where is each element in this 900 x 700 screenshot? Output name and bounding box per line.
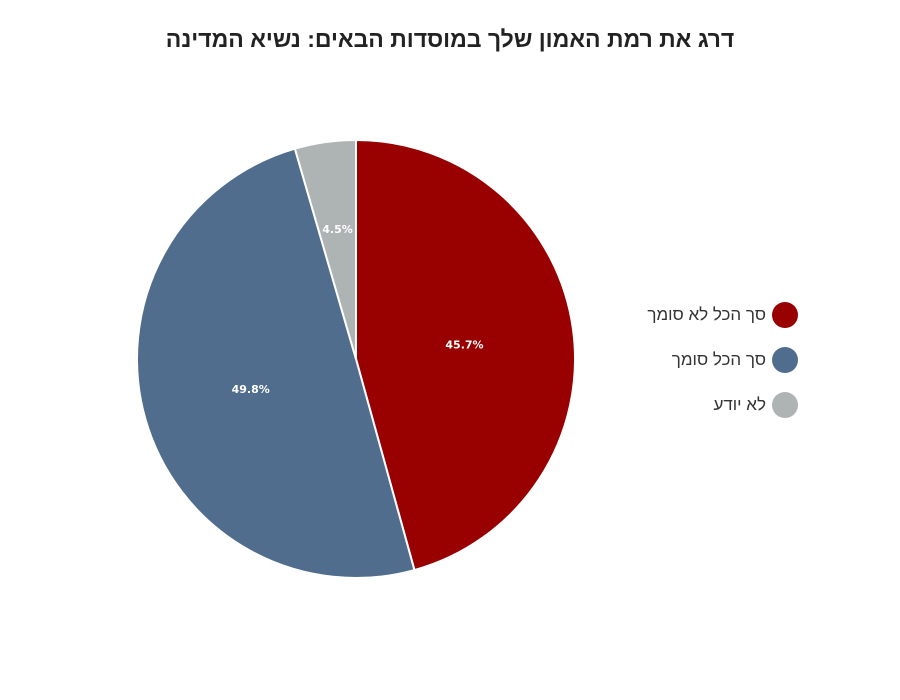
pie-slice-dont-know[interactable] xyxy=(293,139,357,360)
legend-label-dont-know: לא יודע xyxy=(713,395,766,414)
pie-slice-not-trust[interactable] xyxy=(355,139,577,572)
slice-value-label-trust: 49.8% xyxy=(232,383,270,396)
pie-slice-trust[interactable] xyxy=(135,147,416,579)
legend-label-trust: סך הכל סומך xyxy=(671,350,766,369)
slice-value-label-dont-know: 4.5% xyxy=(322,223,353,236)
legend-swatch-not-trust xyxy=(772,302,798,328)
legend-swatch-dont-know xyxy=(772,392,798,418)
legend: סך הכל לא סומך סך הכל סומך לא יודע xyxy=(647,300,798,435)
legend-label-not-trust: סך הכל לא סומך xyxy=(647,305,766,324)
chart-title: דרג את רמת האמון שלך במוסדות הבאים: נשיא… xyxy=(165,26,735,52)
legend-item-trust[interactable]: סך הכל סומך xyxy=(647,345,798,375)
legend-item-not-trust[interactable]: סך הכל לא סומך xyxy=(647,300,798,330)
legend-swatch-trust xyxy=(772,347,798,373)
legend-item-dont-know[interactable]: לא יודע xyxy=(647,390,798,420)
slice-value-label-not-trust: 45.7% xyxy=(445,338,483,351)
